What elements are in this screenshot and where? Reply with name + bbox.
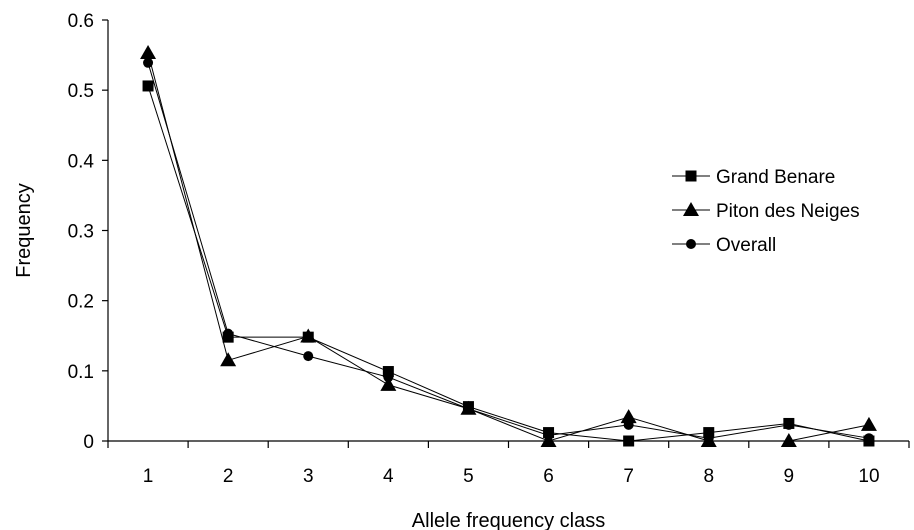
legend: Grand Benare Piton des Neiges Overall <box>672 167 860 256</box>
x-tick-label: 7 <box>623 466 634 487</box>
x-tick-label: 6 <box>543 466 554 487</box>
y-tick-label: 0.5 <box>68 81 94 102</box>
series-layer <box>140 44 877 447</box>
data-point <box>142 80 154 92</box>
data-point <box>140 44 157 59</box>
data-point <box>223 328 234 339</box>
y-axis-title: Frequency <box>13 183 35 278</box>
data-point <box>143 57 154 68</box>
series-line <box>147 52 870 442</box>
x-tick-label: 3 <box>303 466 314 487</box>
y-tick-label: 0.1 <box>68 362 94 383</box>
x-tick-label: 5 <box>463 466 474 487</box>
x-tick-label: 8 <box>703 466 714 487</box>
legend-item: Piton des Neiges <box>672 201 860 222</box>
y-tick-label: 0 <box>83 432 94 453</box>
y-tick-label: 0.2 <box>68 292 94 313</box>
data-point <box>863 433 874 444</box>
data-point <box>620 409 637 424</box>
data-point <box>703 427 715 439</box>
x-tick-label: 2 <box>223 466 234 487</box>
legend-label: Overall <box>716 235 776 256</box>
x-tick-label: 10 <box>858 466 879 487</box>
x-tick-label: 9 <box>784 466 795 487</box>
data-point <box>860 416 877 431</box>
data-point <box>303 351 314 362</box>
y-tick-label: 0.3 <box>68 222 94 243</box>
y-tick-label: 0.4 <box>68 151 95 172</box>
legend-item: Overall <box>672 235 776 256</box>
legend-label: Grand Benare <box>716 167 835 188</box>
data-point <box>220 352 237 367</box>
axes <box>102 19 910 448</box>
data-point <box>780 433 797 447</box>
series-overall <box>143 57 874 444</box>
series-grand-benare <box>142 80 875 447</box>
series-line <box>147 85 870 442</box>
data-point <box>783 419 794 430</box>
data-point <box>382 366 394 378</box>
data-point <box>623 435 635 447</box>
x-tick-label: 1 <box>143 466 154 487</box>
data-point <box>383 372 394 383</box>
data-point <box>380 376 397 391</box>
x-axis-title: Allele frequency class <box>412 510 605 530</box>
legend-marker <box>683 202 699 216</box>
data-point <box>463 403 474 414</box>
series-line <box>147 62 870 439</box>
data-point <box>300 328 317 343</box>
data-point <box>543 430 554 441</box>
x-tick-label: 4 <box>383 466 394 487</box>
legend-label: Piton des Neiges <box>716 201 860 222</box>
legend-item: Grand Benare <box>672 167 835 188</box>
data-point <box>623 419 634 430</box>
y-tick-label: 0.6 <box>68 11 94 32</box>
legend-marker <box>685 170 697 182</box>
data-point <box>703 433 714 444</box>
tick-labels: 0 0.1 0.2 0.3 0.4 0.5 0.6 1 2 3 4 5 6 7 8 9 10 <box>68 11 880 487</box>
legend-marker <box>686 239 696 249</box>
